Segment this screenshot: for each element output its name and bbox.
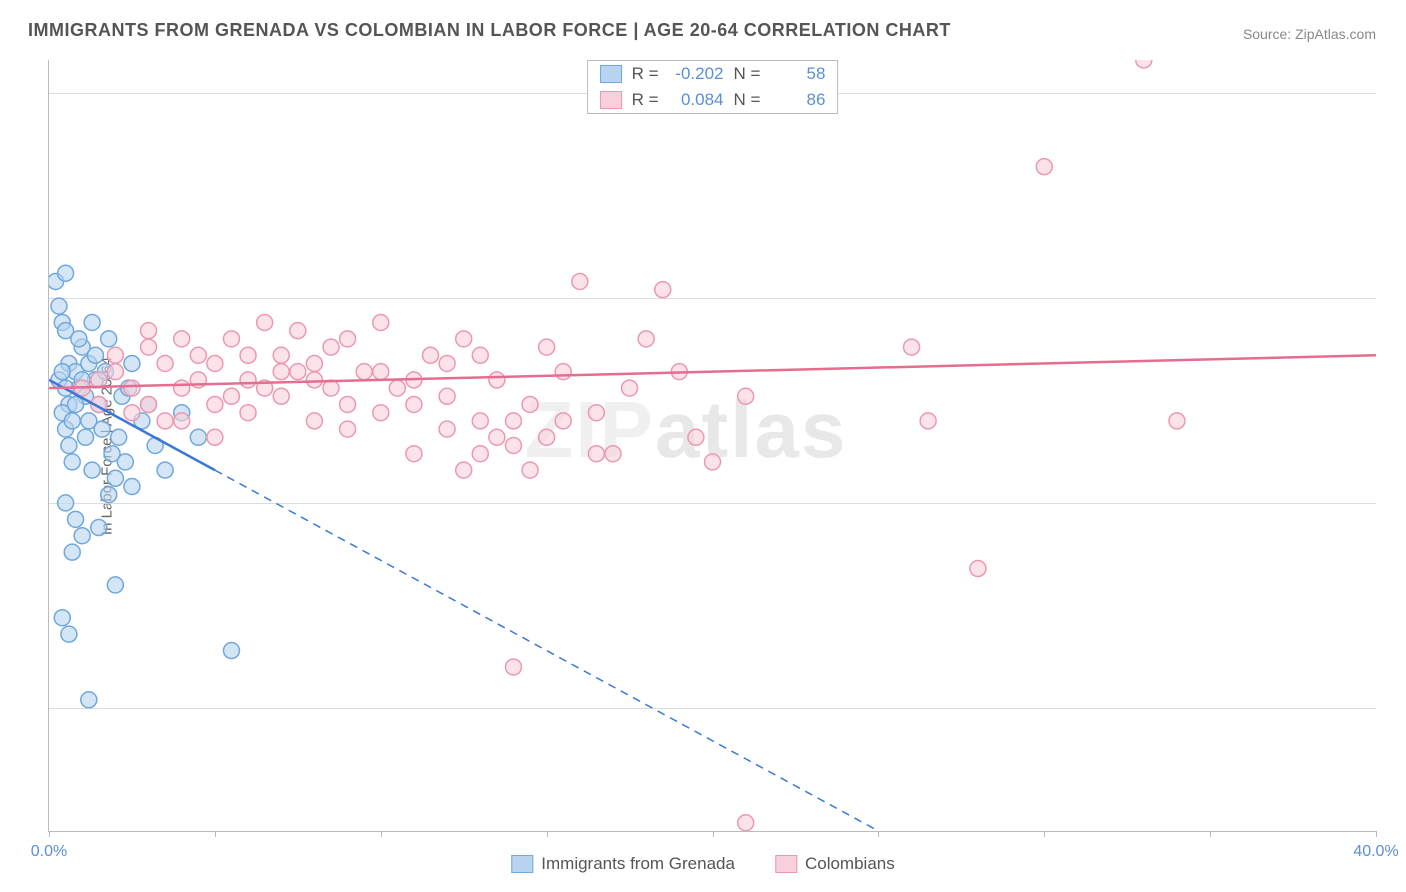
n-value-2: 86 <box>770 90 825 110</box>
source-prefix: Source: <box>1243 26 1295 42</box>
stats-legend: R = -0.202 N = 58 R = 0.084 N = 86 <box>587 60 839 114</box>
scatter-plot-svg <box>49 60 1376 831</box>
r-label: R = <box>632 64 659 84</box>
xtick <box>547 831 548 837</box>
xtick <box>713 831 714 837</box>
r-label: R = <box>632 90 659 110</box>
r-value-2: 0.084 <box>669 90 724 110</box>
xtick <box>1376 831 1377 837</box>
bottom-legend: Immigrants from Grenada Colombians <box>511 854 894 874</box>
xtick <box>381 831 382 837</box>
legend-label-2: Colombians <box>805 854 895 874</box>
swatch-series1b <box>511 855 533 873</box>
source-link[interactable]: ZipAtlas.com <box>1295 26 1376 42</box>
r-value-1: -0.202 <box>669 64 724 84</box>
chart-area: ZIPatlas 62.5%75.0%87.5%100.0%0.0%40.0% … <box>48 60 1376 832</box>
xtick <box>215 831 216 837</box>
legend-label-1: Immigrants from Grenada <box>541 854 735 874</box>
stats-row-2: R = 0.084 N = 86 <box>588 87 838 113</box>
legend-item-1: Immigrants from Grenada <box>511 854 735 874</box>
xtick-label: 0.0% <box>31 843 67 861</box>
n-label: N = <box>734 90 761 110</box>
stats-row-1: R = -0.202 N = 58 <box>588 61 838 87</box>
source-attribution: Source: ZipAtlas.com <box>1243 26 1376 42</box>
xtick <box>878 831 879 837</box>
xtick <box>49 831 50 837</box>
xtick <box>1044 831 1045 837</box>
swatch-series1 <box>600 65 622 83</box>
swatch-series2b <box>775 855 797 873</box>
xtick-label: 40.0% <box>1353 843 1398 861</box>
legend-item-2: Colombians <box>775 854 895 874</box>
swatch-series2 <box>600 91 622 109</box>
xtick <box>1210 831 1211 837</box>
n-label: N = <box>734 64 761 84</box>
n-value-1: 58 <box>770 64 825 84</box>
chart-title: IMMIGRANTS FROM GRENADA VS COLOMBIAN IN … <box>28 20 951 41</box>
